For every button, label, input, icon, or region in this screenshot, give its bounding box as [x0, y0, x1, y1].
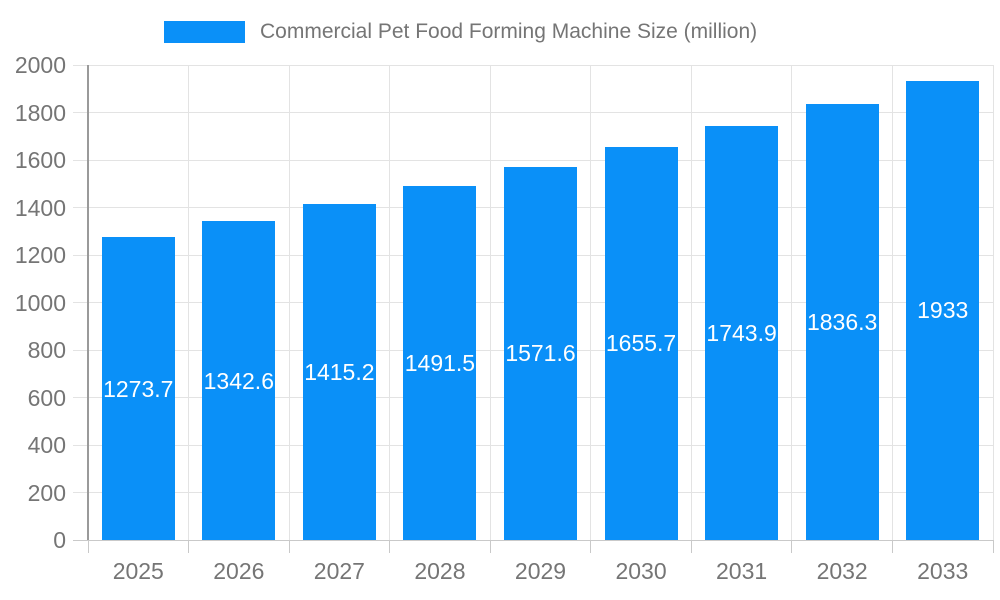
y-axis-tick-label: 400: [27, 432, 66, 458]
gridline-vertical: [992, 65, 994, 540]
bar[interactable]: [302, 203, 376, 540]
gridline-horizontal: [73, 159, 993, 161]
bar-value-label: 1836.3: [806, 308, 878, 335]
y-axis-tick-label: 1000: [14, 289, 66, 316]
y-axis-tick-label: 1400: [14, 194, 66, 221]
gridline-horizontal: [73, 112, 993, 113]
x-axis-tick-label: 2030: [615, 558, 667, 584]
x-axis-tick: [288, 540, 290, 553]
x-axis-tick-label: 2025: [112, 558, 164, 584]
x-axis-tick: [389, 540, 391, 553]
gridline-vertical: [891, 65, 893, 540]
x-axis-tick: [87, 540, 89, 553]
y-axis-tick-label: 1800: [14, 99, 66, 126]
x-axis-tick: [992, 540, 994, 553]
bar[interactable]: [906, 80, 980, 540]
bar[interactable]: [705, 125, 779, 540]
bar[interactable]: [101, 237, 175, 540]
gridline-vertical: [389, 65, 391, 540]
y-axis-tick-label: 0: [53, 527, 66, 553]
x-axis-tick-label: 2032: [816, 558, 868, 584]
y-axis-line: [87, 65, 89, 540]
bar-value-label: 1655.7: [605, 330, 677, 357]
chart-title: Commercial Pet Food Forming Machine Size…: [260, 20, 758, 43]
bar-value-label: 1571.6: [505, 340, 576, 367]
x-axis-tick: [791, 540, 793, 553]
gridline-vertical: [690, 65, 692, 540]
bar-value-label: 1415.2: [304, 358, 375, 385]
x-axis-tick-label: 2026: [213, 558, 265, 584]
bar-value-label: 1743.9: [706, 319, 777, 346]
bar-value-label: 1273.7: [103, 375, 174, 402]
x-axis-tick: [891, 540, 893, 553]
gridline-vertical: [590, 65, 592, 540]
x-axis-tick-label: 2027: [313, 558, 365, 584]
bar[interactable]: [403, 185, 477, 540]
x-axis-tick-label: 2029: [514, 558, 567, 584]
gridline-vertical: [188, 65, 190, 540]
legend-swatch[interactable]: [164, 21, 245, 43]
x-axis-tick: [489, 540, 491, 553]
bar-value-label: 1933: [917, 297, 969, 324]
x-axis-tick-label: 2031: [716, 558, 768, 584]
gridline-vertical: [489, 65, 491, 540]
y-axis-tick-label: 600: [27, 384, 66, 411]
bar[interactable]: [202, 221, 276, 540]
bar-value-label: 1342.6: [203, 367, 274, 394]
bar-value-label: 1491.5: [404, 349, 476, 376]
x-axis-tick: [188, 540, 190, 553]
bar[interactable]: [604, 146, 678, 540]
gridline-horizontal: [73, 64, 993, 66]
y-axis-tick-label: 1200: [14, 242, 66, 268]
x-axis-tick-label: 2033: [917, 558, 969, 584]
y-axis-tick-label: 2000: [14, 52, 66, 78]
y-axis-tick-label: 1600: [14, 147, 66, 173]
x-axis-tick: [690, 540, 692, 553]
y-axis-tick-label: 800: [27, 337, 66, 363]
y-axis-tick-label: 200: [27, 479, 66, 506]
x-axis-tick: [590, 540, 592, 553]
bar[interactable]: [504, 166, 577, 540]
x-axis-tick-label: 2028: [414, 558, 466, 584]
bar[interactable]: [805, 103, 879, 540]
x-axis-line: [73, 540, 993, 541]
gridline-vertical: [288, 65, 290, 540]
gridline-vertical: [791, 65, 793, 540]
